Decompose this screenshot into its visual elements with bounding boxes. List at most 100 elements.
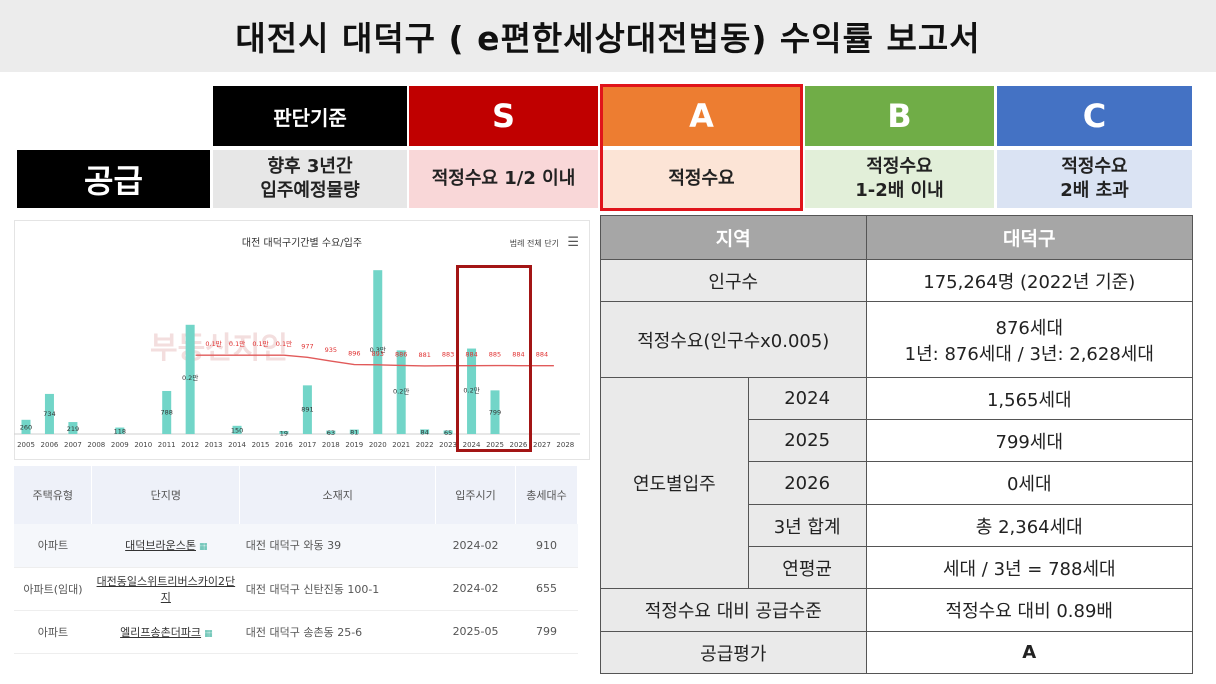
- demand-label: 977: [301, 342, 313, 350]
- grid-icon[interactable]: ▦: [199, 542, 207, 553]
- region-header: 지역: [600, 215, 867, 260]
- x-tick-label: 2023: [439, 441, 457, 449]
- bar-label: 150: [231, 427, 243, 435]
- total-row: 3년 합계 총 2,364세대: [601, 504, 1194, 547]
- supply-demand-chart: 부동산지인 2005 260 2006 734 2007 219 2008 2009 118 201…: [14, 270, 580, 449]
- cell-date: 2024-02: [435, 524, 516, 568]
- year-label: 2026: [747, 461, 867, 505]
- demand-label: 적정수요(인구수x0.005): [600, 301, 867, 378]
- x-tick-label: 2008: [87, 441, 105, 449]
- col-units: 총세대수: [515, 466, 578, 524]
- rating-row: 공급평가 A: [600, 631, 1194, 674]
- rating-label: 공급평가: [600, 631, 867, 674]
- rating-value: A: [865, 631, 1194, 674]
- demand-label: 886: [395, 350, 407, 358]
- demand-line: [195, 354, 554, 367]
- grade-a-header: A: [603, 86, 800, 146]
- supply-label: 공급: [17, 150, 210, 208]
- x-tick-label: 2018: [322, 441, 340, 449]
- cell-date: 2024-02: [435, 567, 516, 611]
- cell-units: 910: [515, 524, 578, 568]
- x-tick-label: 2027: [533, 441, 551, 449]
- grade-a-highlight: [600, 84, 803, 211]
- bar-label: 788: [160, 409, 172, 417]
- grid-icon[interactable]: ▦: [204, 628, 212, 639]
- year-label: 2025: [747, 419, 867, 462]
- cell-name[interactable]: 대덕브라운스톤 ▦: [91, 524, 240, 568]
- criteria-text: 향후 3년간 입주예정물량: [213, 150, 407, 208]
- bar: [162, 390, 172, 434]
- grade-b-desc: 적정수요 1-2배 이내: [805, 150, 994, 208]
- bar: [420, 429, 430, 434]
- demand-label: 896: [348, 350, 360, 358]
- apartment-link[interactable]: 엘리프송촌더파크: [120, 625, 202, 639]
- demand-label: 935: [325, 346, 337, 354]
- demand-label: 884: [512, 351, 524, 359]
- supply-level-row: 적정수요 대비 공급수준 적정수요 대비 0.89배: [600, 588, 1194, 632]
- demand-label: 893: [372, 350, 384, 358]
- apartment-table: 주택유형 단지명 소재지 입주시기 총세대수 아파트 대덕브라운스톤 ▦ 대전 대…: [14, 466, 578, 654]
- population-row: 인구수 175,264명 (2022년 기준): [600, 259, 1194, 302]
- apartment-link[interactable]: 대전동일스위트리버스카이2단지: [96, 574, 236, 604]
- bar: [443, 430, 453, 434]
- title-bar: 대전시 대덕구 ( e편한세상대전법동) 수익률 보고서: [0, 0, 1216, 72]
- bar: [232, 425, 242, 434]
- demand-value-1: 876세대: [995, 317, 1064, 339]
- average-value: 세대 / 3년 = 788세대: [865, 546, 1194, 589]
- yearly-label: 연도별입주: [600, 377, 749, 589]
- bar: [490, 390, 500, 434]
- bar: [349, 429, 359, 434]
- x-tick-label: 2009: [111, 441, 129, 449]
- demand-value: 876세대 1년: 876세대 / 3년: 2,628세대: [865, 301, 1194, 378]
- demand-label: 884: [465, 351, 477, 359]
- cell-type: 아파트: [14, 524, 92, 568]
- x-tick-label: 2019: [345, 441, 363, 449]
- x-tick-label: 2016: [275, 441, 293, 449]
- cell-name[interactable]: 대전동일스위트리버스카이2단지: [91, 567, 240, 611]
- average-row: 연평균 세대 / 3년 = 788세대: [601, 546, 1194, 589]
- bar: [21, 419, 31, 434]
- bar: [326, 430, 336, 434]
- bar-label: 0.2만: [463, 386, 479, 395]
- table-row: 아파트(임대) 대전동일스위트리버스카이2단지 대전 대덕구 신탄진동 100-…: [14, 567, 578, 611]
- year-label: 2024: [747, 377, 867, 420]
- x-tick-label: 2026: [510, 441, 528, 449]
- x-tick-label: 2025: [486, 441, 504, 449]
- year-row: 2026 0세대: [601, 461, 1194, 505]
- apartment-link[interactable]: 대덕브라운스톤: [125, 539, 196, 553]
- cell-name[interactable]: 엘리프송촌더파크 ▦: [91, 610, 240, 654]
- population-value: 175,264명 (2022년 기준): [865, 259, 1194, 302]
- table-row: 아파트 엘리프송촌더파크 ▦ 대전 대덕구 송촌동 25-6 2025-05 79…: [14, 610, 578, 654]
- total-label: 3년 합계: [747, 504, 867, 547]
- grade-s-desc: 적정수요 1/2 이내: [409, 150, 598, 208]
- chart-legend[interactable]: 범례 전체 단기: [509, 239, 559, 248]
- cell-address: 대전 대덕구 와동 39: [239, 524, 436, 568]
- col-date: 입주시기: [435, 466, 517, 524]
- bar-label: 0.2만: [182, 373, 198, 382]
- table-row: 아파트 대덕브라운스톤 ▦ 대전 대덕구 와동 39 2024-02 910: [14, 524, 578, 568]
- year-value: 799세대: [865, 419, 1194, 462]
- year-value: 0세대: [865, 461, 1194, 505]
- population-label: 인구수: [600, 259, 867, 302]
- bar-label: 799: [489, 408, 501, 416]
- bar: [467, 348, 477, 434]
- x-tick-label: 2005: [17, 441, 35, 449]
- hamburger-icon[interactable]: ☰: [567, 235, 579, 250]
- supply-level-value: 적정수요 대비 0.89배: [865, 588, 1194, 632]
- cell-date: 2025-05: [435, 610, 516, 654]
- x-tick-label: 2021: [392, 441, 410, 449]
- cell-units: 799: [515, 610, 578, 654]
- demand-label: 885: [489, 351, 501, 359]
- info-table: 지역 대덕구 인구수 175,264명 (2022년 기준) 적정수요(인구수x…: [600, 215, 1194, 674]
- supply-level-label: 적정수요 대비 공급수준: [600, 588, 867, 632]
- bar-label: 81: [350, 429, 358, 437]
- bar-label: 65: [444, 429, 452, 437]
- bar: [302, 385, 312, 434]
- x-tick-label: 2007: [64, 441, 82, 449]
- grade-b-header: B: [805, 86, 994, 146]
- bar: [373, 270, 383, 434]
- x-tick-label: 2020: [369, 441, 387, 449]
- page-title: 대전시 대덕구 ( e편한세상대전법동) 수익률 보고서: [235, 19, 981, 58]
- x-tick-label: 2014: [228, 441, 246, 449]
- col-type: 주택유형: [14, 466, 93, 524]
